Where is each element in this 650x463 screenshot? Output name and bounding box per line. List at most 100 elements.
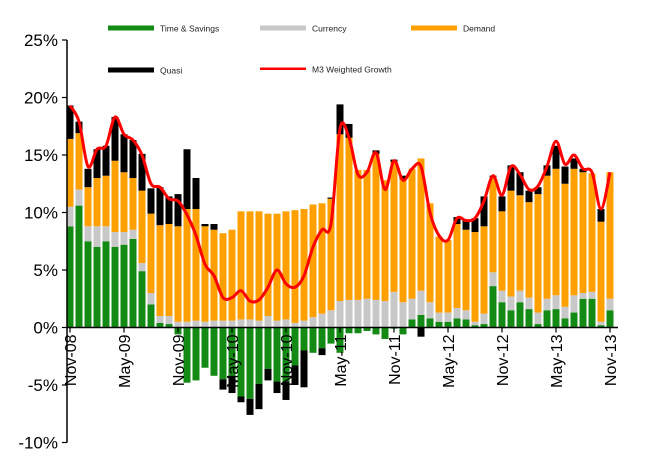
bar-demand [345,137,353,300]
legend-swatch-currency [260,25,306,31]
bar-time-savings [228,327,236,376]
bar-demand [273,213,281,321]
x-tick-label: May-13 [549,334,566,387]
x-tick-label: May-11 [333,334,350,386]
bar-time-savings [255,327,263,384]
bar-currency [498,290,506,303]
bar-demand [453,224,461,308]
bar-demand [489,176,497,273]
bar-quasi [498,196,506,212]
x-tick-label: Nov-10 [279,334,296,386]
axes: -10% -5% 0% 5% 10% 15% 20% 25% Nov-08 May-09 Nov-0… [18,31,620,453]
bar-quasi [84,168,92,188]
x-tick-label: Nov-09 [171,334,188,386]
bar-currency [381,301,389,328]
bar-time-savings [489,286,497,328]
bar-time-savings [579,298,587,328]
bar-currency [543,298,551,311]
bar-time-savings [129,238,137,328]
bar-currency [66,206,74,227]
bar-demand [129,178,137,230]
bar-demand [183,209,191,322]
bar-quasi [255,383,263,410]
bar-demand [534,194,542,313]
bar-currency [75,189,83,206]
bar-quasi [345,123,353,138]
bar-currency [390,291,398,328]
bar-currency [534,312,542,325]
bar-quasi [336,104,344,135]
bar-time-savings [471,325,479,328]
bar-time-savings [399,327,407,335]
bar-demand [588,173,596,292]
y-tick-label: 25% [24,31,58,50]
bar-currency [255,320,263,328]
bar-time-savings [201,327,209,368]
bar-quasi [129,140,137,178]
bar-currency [435,312,443,322]
bar-quasi [201,224,209,227]
bar-demand [543,175,551,299]
legend-swatch-m3-weighted-growth [260,67,306,70]
bar-demand [84,187,92,227]
bar-demand [174,226,182,322]
bar-demand [102,175,110,227]
bar-demand [399,179,407,303]
bar-currency [579,293,587,299]
bar-currency [174,321,182,328]
bar-quasi [219,379,227,390]
bar-time-savings [282,327,290,382]
bar-quasi [165,196,173,224]
bar-quasi [462,220,470,230]
bar-quasi [516,172,524,196]
legend-label-time-savings: Time & Savings [160,24,219,34]
bar-quasi [174,194,182,227]
bar-currency [327,310,335,328]
bar-time-savings [597,325,605,328]
bar-currency [237,319,245,328]
legend-swatch-demand [411,25,457,31]
bar-currency [561,306,569,319]
bar-time-savings [102,241,110,328]
bar-currency [516,290,524,303]
bar-time-savings [426,318,434,328]
bar-quasi [138,153,146,191]
bar-demand [282,211,290,320]
bar-currency [300,320,308,328]
bar-demand [408,168,416,299]
bar-demand [435,236,443,313]
bar-time-savings [93,247,101,328]
y-tick-label: 15% [24,146,58,165]
y-tick-label: 0% [33,319,58,338]
bar-time-savings [192,327,200,381]
bar-time-savings [246,327,254,399]
bar-currency [84,226,92,242]
x-tick-label: Nov-12 [495,334,512,386]
bar-currency [372,299,380,328]
bar-currency [183,321,191,328]
bar-demand [471,232,479,322]
bar-time-savings [606,310,614,328]
bar-currency [471,321,479,326]
x-tick-label: May-12 [441,334,458,387]
bar-time-savings [111,247,119,328]
bar-demand [498,211,506,291]
bar-time-savings [327,327,335,344]
bar-demand [363,169,371,299]
bar-time-savings [309,327,317,353]
bar-time-savings [570,312,578,328]
bar-demand [255,211,263,321]
bar-currency [165,316,173,325]
bar-quasi [66,105,74,139]
bar-demand [354,169,362,300]
bar-quasi [291,365,299,385]
bar-currency [147,293,155,305]
bar-quasi [210,224,218,230]
bar-time-savings [156,322,164,328]
bar-demand [570,168,578,296]
bar-demand [426,203,434,303]
bar-currency [102,226,110,242]
bar-time-savings [219,327,227,380]
bar-currency [408,298,416,320]
legend-swatch-time-savings [108,25,154,31]
